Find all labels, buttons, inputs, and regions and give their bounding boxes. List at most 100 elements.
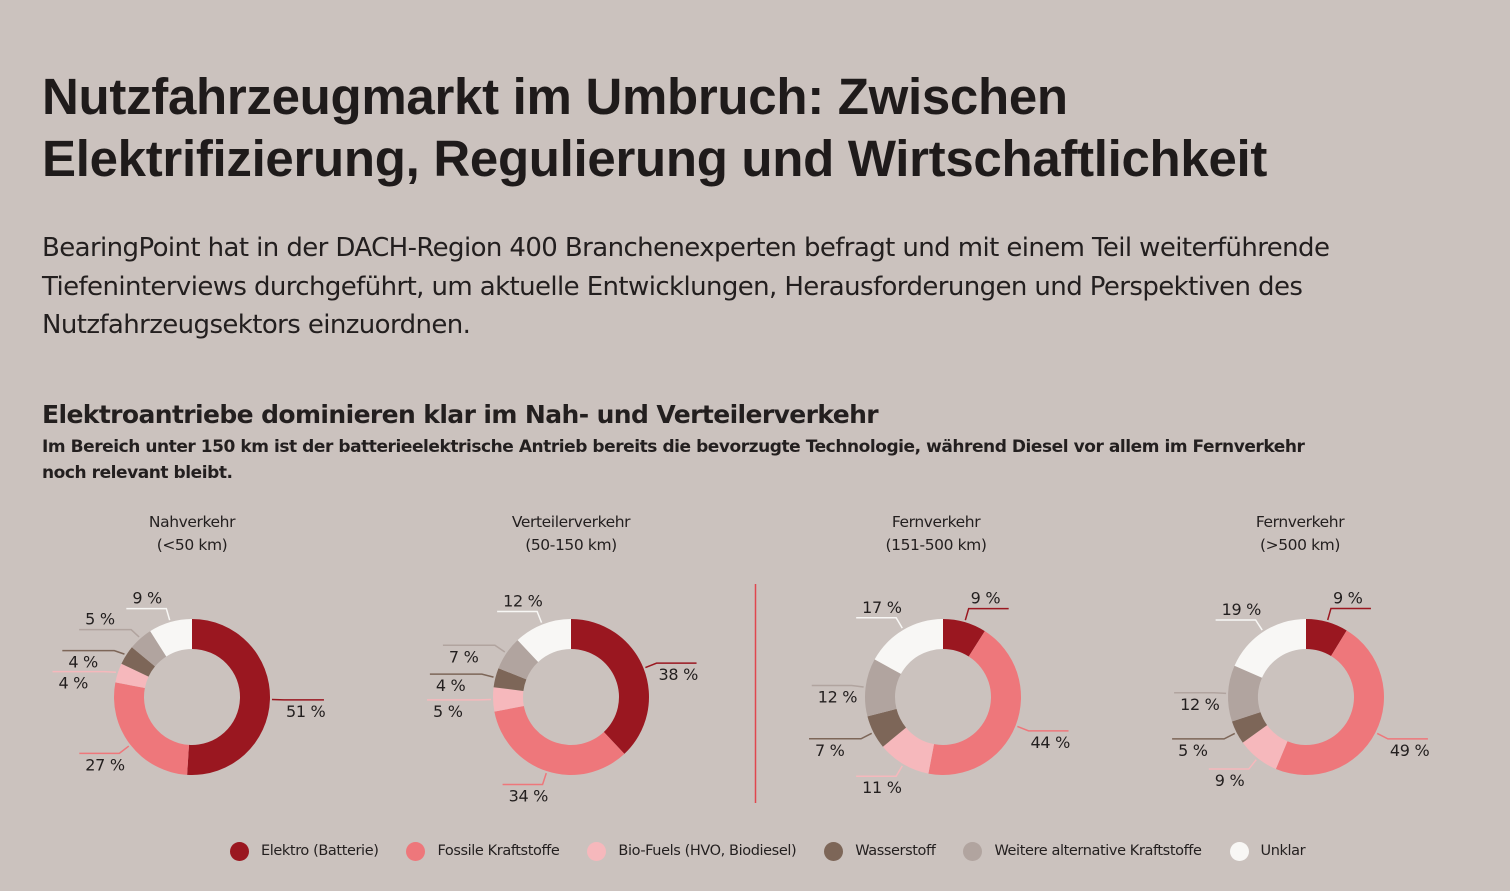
leader-line-wasserstoff <box>62 649 125 655</box>
donut-segment-wasserstoff <box>867 708 907 747</box>
leader-line-fossil <box>1017 725 1069 732</box>
percent-label-wasserstoff: 5 % <box>1178 741 1208 760</box>
donut-charts: 51 % 9 % 5 % 4 % 4 % 27 % 38 % 12 % 7 % 4 % 5 % 34 … <box>52 588 1430 805</box>
legend-swatch-biofuels <box>587 841 607 861</box>
donut-segment-unklar <box>874 619 943 674</box>
donut-segment-biofuels <box>1242 725 1288 769</box>
chart-title-2-range: (50-150 km) <box>525 536 617 554</box>
chart-title-4-name: Fernverkehr <box>1255 513 1345 531</box>
chart-title-3-range: (151-500 km) <box>885 536 987 554</box>
leader-line-unklar <box>856 617 903 629</box>
percent-label-elektro: 38 % <box>659 665 699 684</box>
donut-chart-1: 51 % 9 % 5 % 4 % 4 % 27 % <box>52 589 326 775</box>
leader-line-biofuels <box>1208 759 1257 770</box>
legend-label-elektro: Elektro (Batterie) <box>261 843 379 859</box>
page-title: Nutzfahrzeugmarkt im Umbruch: Zwischen E… <box>42 66 1482 190</box>
percent-label-biofuels: 9 % <box>1215 771 1245 790</box>
percent-label-weitere: 7 % <box>449 647 479 666</box>
percent-label-elektro: 51 % <box>286 702 326 721</box>
percent-label-weitere: 5 % <box>85 610 115 629</box>
donut-segment-biofuels <box>882 727 935 774</box>
donut-chart-2: 38 % 12 % 7 % 4 % 5 % 34 % <box>427 591 698 805</box>
leader-line-weitere <box>442 644 506 653</box>
percent-label-biofuels: 11 % <box>862 778 902 797</box>
page-title-line-1: Nutzfahrzeugmarkt im Umbruch: Zwischen <box>42 68 1068 125</box>
legend-swatch-wasserstoff <box>824 841 844 861</box>
percent-label-wasserstoff: 4 % <box>436 676 466 695</box>
chart-title-3: Fernverkehr (151-500 km) <box>816 511 1056 557</box>
percent-label-unklar: 12 % <box>503 591 543 610</box>
percent-label-unklar: 9 % <box>132 589 162 608</box>
donut-segment-unklar <box>517 619 571 663</box>
legend-label-weitere: Weitere alternative Kraftstoffe <box>994 843 1202 859</box>
leader-line-weitere <box>1174 692 1227 695</box>
leader-line-elektro <box>964 607 1009 621</box>
percent-label-wasserstoff: 7 % <box>815 741 845 760</box>
leader-line-wasserstoff <box>809 732 873 740</box>
donut-segment-biofuels <box>115 663 149 689</box>
percent-label-unklar: 17 % <box>862 598 902 617</box>
leader-line-wasserstoff <box>429 673 494 678</box>
leader-line-fossil <box>79 745 130 755</box>
legend-label-wasserstoff: Wasserstoff <box>855 843 936 859</box>
leader-line-biofuels <box>52 670 116 674</box>
leader-line-fossil <box>1376 732 1428 740</box>
legend-label-fossil: Fossile Kraftstoffe <box>437 843 560 859</box>
leader-line-elektro <box>1326 607 1371 621</box>
chart-title-4: Fernverkehr (>500 km) <box>1180 511 1420 557</box>
percent-label-fossil: 49 % <box>1390 741 1430 760</box>
chart-title-1-name: Nahverkehr <box>148 513 236 531</box>
chart-title-2-name: Verteilerverkehr <box>511 513 631 531</box>
legend-item-wasserstoff: Wasserstoff <box>824 841 936 861</box>
leader-line-weitere <box>79 628 140 638</box>
legend-swatch-elektro <box>230 841 249 861</box>
donut-segment-fossil <box>114 682 189 775</box>
chart-title-4-range: (>500 km) <box>1259 536 1341 554</box>
leader-line-unklar <box>497 610 543 623</box>
donut-segment-fossil <box>494 705 625 775</box>
percent-label-fossil: 27 % <box>85 755 125 774</box>
donut-segment-fossil <box>928 631 1022 775</box>
chart-title-1-range: (<50 km) <box>156 536 228 554</box>
percent-label-fossil: 34 % <box>509 786 549 805</box>
leader-line-unklar <box>126 607 171 621</box>
donut-segment-elektro <box>943 619 985 657</box>
percent-label-biofuels: 5 % <box>433 702 463 721</box>
donut-segment-biofuels <box>493 687 524 712</box>
legend-item-weitere: Weitere alternative Kraftstoffe <box>963 841 1202 861</box>
page-title-line-2: Elektrifizierung, Regulierung und Wirtsc… <box>42 130 1268 187</box>
leader-line-elektro <box>645 662 697 669</box>
percent-label-wasserstoff: 4 % <box>68 653 98 672</box>
percent-label-weitere: 12 % <box>1180 695 1220 714</box>
leader-line-biofuels <box>856 765 903 777</box>
legend-swatch-unklar <box>1229 841 1249 861</box>
donut-segment-weitere <box>1228 665 1263 722</box>
percent-label-fossil: 44 % <box>1031 733 1071 752</box>
section-subtitle: Im Bereich unter 150 km ist der batterie… <box>42 437 1305 483</box>
legend-item-biofuels: Bio-Fuels (HVO, Biodiesel) <box>587 841 797 861</box>
donut-segment-unklar <box>150 619 192 657</box>
donut-segment-elektro <box>571 619 650 754</box>
donut-segment-weitere <box>865 659 901 717</box>
percent-label-biofuels: 4 % <box>59 674 89 693</box>
legend-swatch-weitere <box>963 841 983 861</box>
donut-chart-3: 9 % 44 % 17 % 12 % 7 % 11 % <box>809 589 1071 797</box>
legend: Elektro (Batterie) Fossile Kraftstoffe B… <box>230 840 1333 862</box>
chart-title-2: Verteilerverkehr (50-150 km) <box>451 511 691 557</box>
percent-label-weitere: 12 % <box>818 687 858 706</box>
percent-label-elektro: 9 % <box>971 589 1001 608</box>
leader-line-fossil <box>502 772 547 786</box>
legend-swatch-fossil <box>406 841 426 861</box>
donut-segment-unklar <box>1234 619 1306 678</box>
percent-label-unklar: 19 % <box>1222 600 1262 619</box>
donut-segment-weitere <box>131 631 167 667</box>
section-title: Elektroantriebe dominieren klar im Nah- … <box>42 400 879 429</box>
donut-segment-wasserstoff <box>121 647 156 677</box>
legend-item-elektro: Elektro (Batterie) <box>230 841 379 861</box>
leader-line-weitere <box>811 684 864 688</box>
donut-chart-4: 9 % 49 % 19 % 12 % 5 % 9 % <box>1172 588 1430 790</box>
chart-title-1: Nahverkehr (<50 km) <box>72 511 312 557</box>
leader-line-wasserstoff <box>1172 732 1236 740</box>
donut-segment-wasserstoff <box>493 668 527 691</box>
